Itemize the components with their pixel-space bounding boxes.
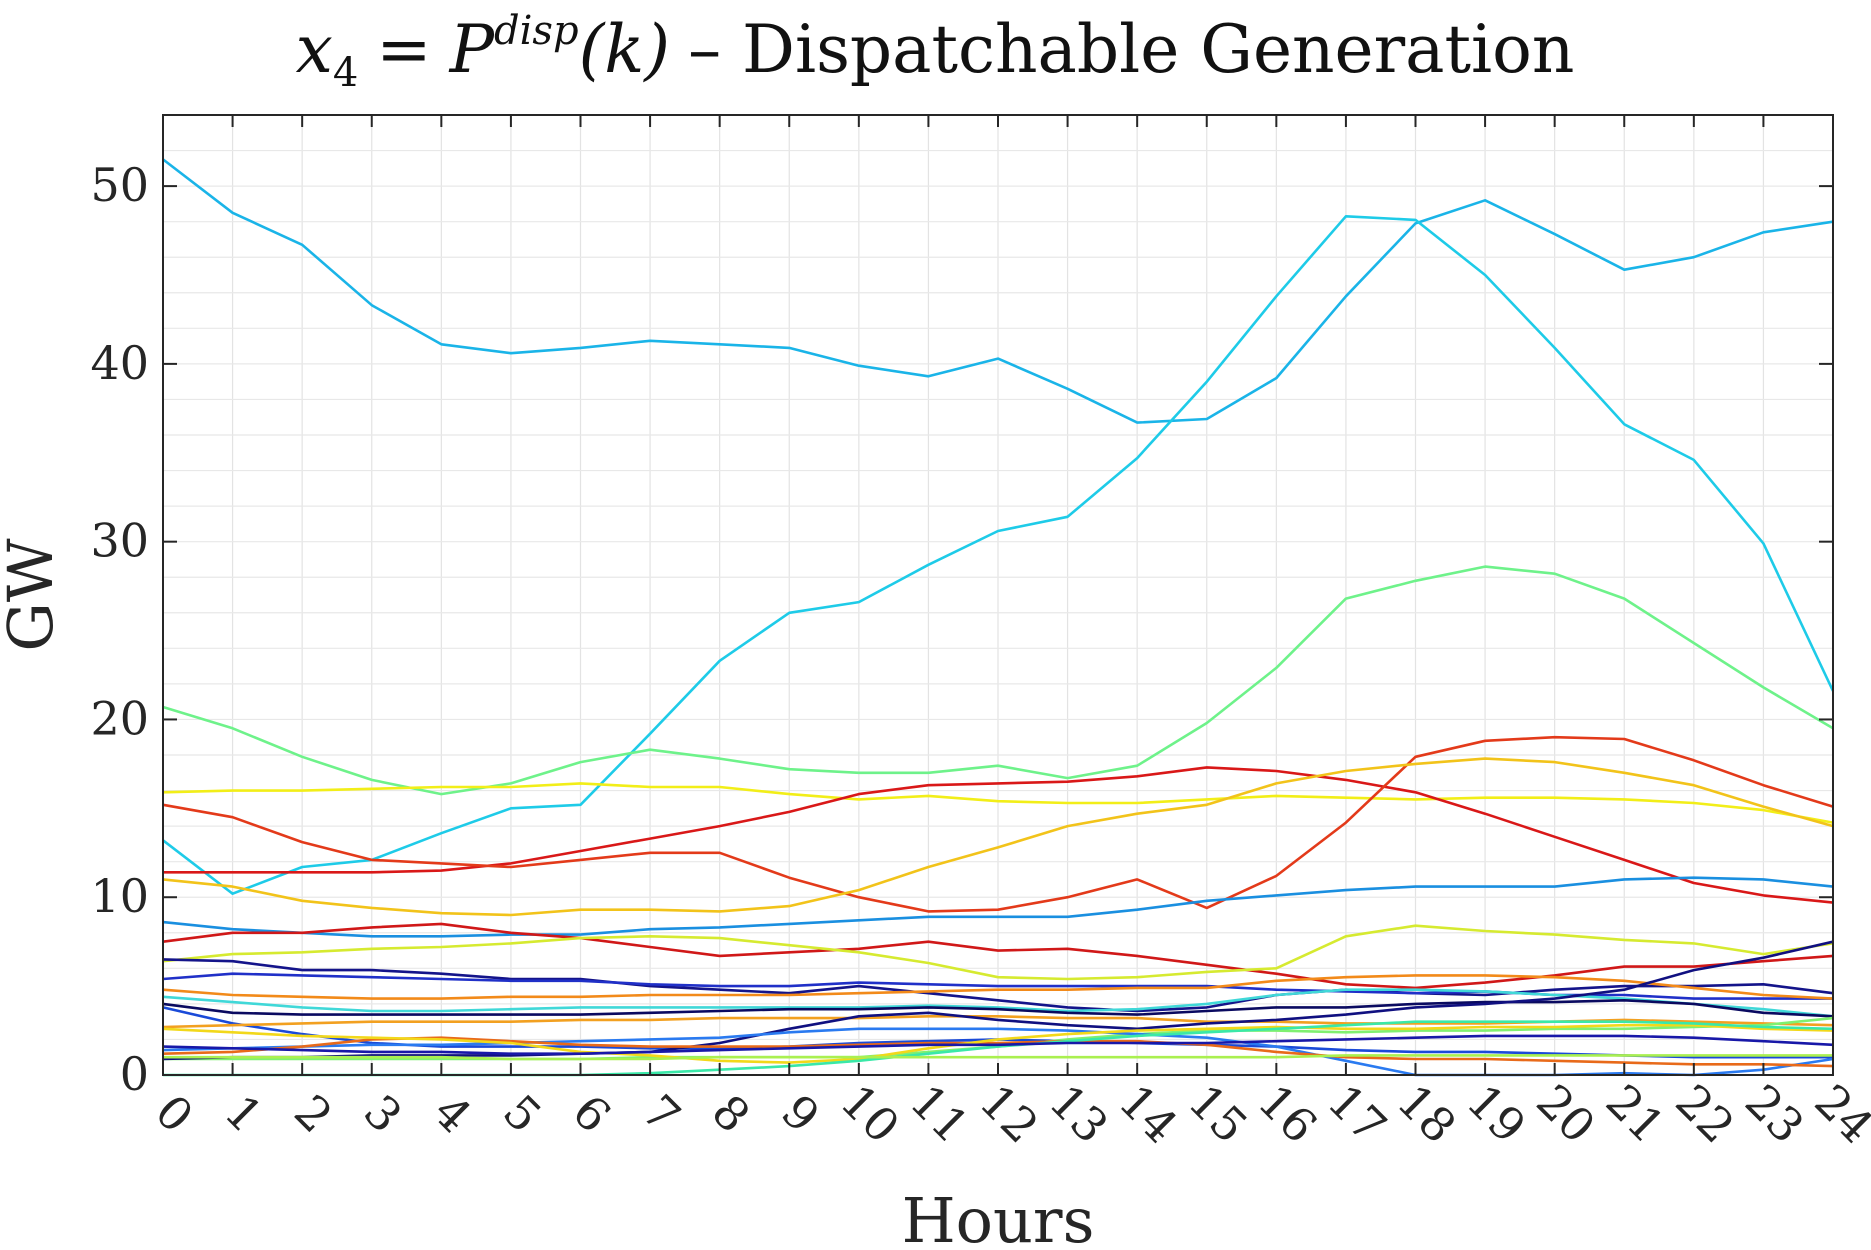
series-line-11 xyxy=(162,958,1834,1013)
x-axis-label: Hours xyxy=(902,1184,1095,1250)
y-tick-label: 10 xyxy=(90,869,149,923)
series-line-3 xyxy=(162,565,1834,796)
tick-marks xyxy=(162,115,1834,1076)
x-tick-label: 16 xyxy=(1248,1074,1328,1154)
series-line-24 xyxy=(163,1054,1833,1061)
x-tick-label: 3 xyxy=(354,1084,413,1143)
y-tick-labels: 0 10 20 30 40 50 xyxy=(90,158,149,1101)
series-line-22 xyxy=(162,1023,1834,1064)
series-line-1 xyxy=(162,158,1834,424)
x-tick-label: 12 xyxy=(970,1074,1050,1154)
grid xyxy=(162,114,1834,1076)
title-var: x xyxy=(296,11,333,88)
x-tick-label: 11 xyxy=(900,1074,980,1154)
y-tick-label: 40 xyxy=(90,336,149,390)
series-line-7 xyxy=(162,757,1834,917)
x-tick-label: 1 xyxy=(214,1084,273,1143)
x-tick-label: 6 xyxy=(562,1084,621,1143)
series-line-2 xyxy=(162,215,1835,896)
x-tick-label: 23 xyxy=(1735,1074,1815,1154)
chart-title: x4 = Pdisp(k) – Dispatchable Generation xyxy=(296,8,1575,96)
y-tick-label: 20 xyxy=(90,691,149,745)
title-P: P xyxy=(449,11,496,88)
series-line-15 xyxy=(162,998,1834,1018)
series-line-21 xyxy=(162,1036,1834,1068)
series-line-25 xyxy=(162,1034,1834,1055)
x-tick-label: 13 xyxy=(1039,1074,1119,1154)
x-tick-label: 10 xyxy=(830,1074,910,1154)
x-tick-label: 0 xyxy=(145,1084,204,1143)
series-line-13 xyxy=(162,974,1834,1000)
x-tick-label: 24 xyxy=(1805,1074,1871,1154)
x-tick-label: 14 xyxy=(1109,1074,1189,1154)
x-tick-label: 18 xyxy=(1387,1074,1467,1154)
series-line-19 xyxy=(162,940,1834,1061)
series-line-8 xyxy=(162,876,1834,938)
x-tick-label: 15 xyxy=(1178,1074,1258,1154)
y-axis-label: GW xyxy=(0,538,67,652)
x-tick-label: 22 xyxy=(1665,1074,1745,1154)
title-rest: – Dispatchable Generation xyxy=(688,11,1574,88)
x-tick-label: 2 xyxy=(284,1084,343,1143)
y-tick-label: 50 xyxy=(90,158,149,212)
x-tick-label: 17 xyxy=(1317,1074,1397,1154)
series-line-9 xyxy=(162,922,1834,990)
y-tick-label: 0 xyxy=(120,1047,149,1101)
title-subscript: 4 xyxy=(333,50,358,96)
x-tick-label: 21 xyxy=(1596,1074,1676,1154)
x-tick-label: 19 xyxy=(1457,1074,1537,1154)
x-tick-label: 7 xyxy=(632,1084,691,1143)
x-tick-label: 5 xyxy=(493,1084,552,1143)
series-line-10 xyxy=(162,924,1834,981)
x-tick-label: 20 xyxy=(1526,1074,1606,1154)
y-tick-label: 30 xyxy=(90,514,149,568)
series-line-5 xyxy=(163,766,1834,904)
series-line-6 xyxy=(162,735,1834,913)
x-tick-label: 4 xyxy=(423,1084,482,1143)
x-tick-label: 8 xyxy=(702,1084,761,1143)
series-line-14 xyxy=(162,988,1834,1018)
title-arg: (k) xyxy=(579,11,671,88)
title-equals: = xyxy=(376,11,431,88)
x-tick-label: 9 xyxy=(771,1084,830,1143)
series-group xyxy=(162,158,1835,1077)
series-line-4 xyxy=(162,782,1834,824)
title-superscript: disp xyxy=(494,8,579,54)
